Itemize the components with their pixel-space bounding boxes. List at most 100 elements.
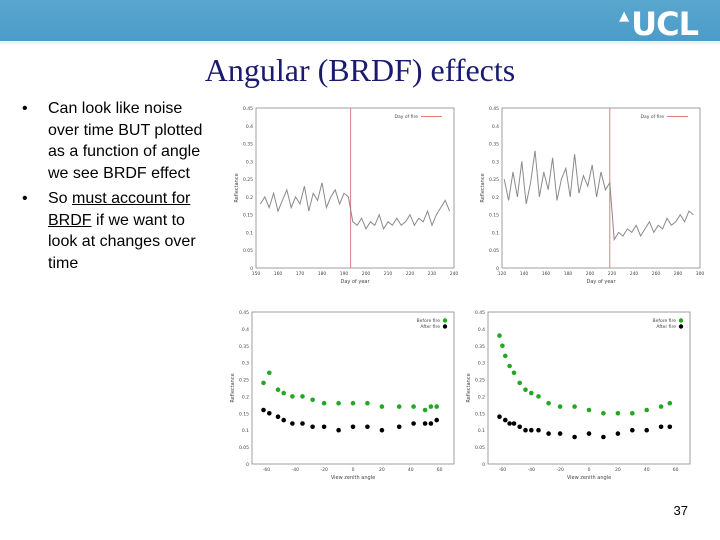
- before-fire-point: [379, 404, 385, 409]
- before-fire-point: [365, 400, 370, 406]
- y-tick-label: 0.3: [478, 361, 485, 367]
- x-tick-label: 220: [406, 271, 415, 277]
- after-fire-point: [336, 427, 341, 433]
- before-fire-point: [411, 404, 416, 409]
- after-fire-point: [536, 427, 541, 433]
- after-fire-point: [523, 427, 528, 433]
- before-fire-point: [644, 407, 649, 413]
- y-tick-label: 0.4: [478, 327, 485, 333]
- y-tick-label: 0.35: [243, 142, 253, 148]
- before-fire-point: [503, 353, 508, 359]
- x-tick-label: 0: [588, 467, 591, 473]
- y-tick-label: 0.35: [475, 344, 485, 350]
- before-fire-point: [350, 400, 356, 406]
- y-tick-label: 0.15: [243, 213, 253, 219]
- chart-svg: 0 0.05 0.1 0.15 0.2 0.25 0.3 0.35 0.4 0.45 120 140 1…: [480, 106, 705, 285]
- after-fire-point: [290, 421, 295, 426]
- header-banner: ▲ UCL: [0, 0, 720, 44]
- bullet-dot-icon: •: [22, 190, 28, 207]
- x-tick-label: -40: [528, 467, 535, 473]
- x-tick-label: 0: [352, 467, 355, 473]
- y-tick-label: 0.2: [242, 394, 249, 400]
- y-tick-label: 0.35: [489, 142, 499, 148]
- plot-frame: [255, 107, 455, 269]
- y-axis-label: Reflectance: [230, 373, 236, 402]
- time-series-chart-2: 0 0.05 0.1 0.15 0.2 0.25 0.3 0.35 0.4 0.45 120 140 1…: [476, 100, 708, 290]
- after-fire-point: [434, 417, 439, 423]
- x-tick-label: -60: [263, 467, 270, 473]
- y-tick-label: 0.45: [475, 310, 485, 316]
- x-tick-label: 240: [450, 271, 459, 277]
- before-fire-point: [572, 404, 577, 409]
- before-fire-point: [658, 404, 664, 409]
- x-tick-label: -20: [320, 467, 327, 473]
- bullet-text-underlined: must account for BRDF: [48, 190, 191, 229]
- before-fire-point: [557, 404, 563, 409]
- legend-marker: [442, 324, 448, 329]
- y-tick-label: 0.45: [243, 106, 253, 112]
- after-fire-point: [281, 417, 286, 423]
- x-tick-label: 120: [498, 271, 507, 277]
- after-fire-point: [507, 421, 512, 426]
- before-fire-point: [500, 343, 505, 349]
- legend-marker: [442, 318, 448, 323]
- before-fire-point: [281, 390, 286, 396]
- bullet-text-post: if we want to look at changes over time: [48, 211, 196, 272]
- y-tick-label: 0.45: [489, 106, 499, 112]
- y-axis-label: Reflectance: [466, 373, 472, 402]
- x-tick-label: 60: [673, 467, 679, 473]
- plot-frame: [251, 311, 455, 465]
- y-tick-label: 0.1: [246, 230, 253, 236]
- y-tick-label: 0.2: [246, 195, 253, 201]
- after-fire-point: [601, 434, 606, 440]
- x-tick-label: 200: [586, 271, 595, 277]
- before-fire-point: [517, 380, 522, 386]
- after-fire-point: [365, 424, 370, 430]
- after-fire-point: [546, 431, 551, 436]
- before-fire-point: [667, 400, 673, 406]
- before-fire-point: [267, 370, 272, 376]
- after-fire-point: [517, 424, 522, 430]
- before-fire-point: [310, 397, 315, 403]
- time-series-chart-1: 0 0.05 0.1 0.15 0.2 0.25 0.3 0.35 0.4 0.45 150 160 1…: [230, 100, 462, 290]
- before-fire-point: [261, 380, 266, 386]
- angle-scatter-chart-1: 0 0.05 0.1 0.15 0.2 0.25 0.3 0.35 0.4 0.45 -60 -40 -…: [226, 304, 462, 486]
- reflectance-series-line: [503, 150, 694, 242]
- y-tick-label: 0.05: [243, 248, 253, 254]
- x-axis-label: Day of year: [586, 279, 616, 285]
- y-tick-label: 0.3: [242, 361, 249, 367]
- after-fire-point: [529, 427, 534, 433]
- x-tick-label: 240: [630, 271, 639, 277]
- y-tick-label: 0.1: [492, 230, 499, 236]
- before-fire-point: [290, 394, 295, 399]
- y-tick-label: 0.05: [489, 248, 499, 254]
- x-tick-label: 200: [362, 271, 371, 277]
- y-tick-label: 0.1: [242, 428, 249, 434]
- y-tick-label: 0.4: [492, 124, 499, 130]
- before-fire-point: [511, 370, 517, 376]
- x-tick-label: -60: [499, 467, 506, 473]
- x-tick-label: 160: [542, 271, 551, 277]
- after-fire-point: [275, 414, 281, 419]
- after-fire-point: [658, 424, 664, 430]
- before-fire-point: [615, 411, 621, 416]
- before-fire-point: [422, 407, 428, 413]
- bullet-item-noise: • Can look like noise over time BUT plot…: [22, 98, 207, 184]
- before-fire-point: [434, 404, 439, 409]
- after-fire-point: [267, 411, 272, 416]
- after-fire-point: [411, 421, 416, 426]
- y-tick-label: 0.4: [246, 124, 253, 130]
- after-fire-point: [379, 427, 385, 433]
- x-tick-label: 60: [437, 467, 443, 473]
- x-tick-label: 160: [274, 271, 283, 277]
- reflectance-series-line: [259, 182, 451, 231]
- x-tick-label: 300: [696, 271, 705, 277]
- x-tick-label: 190: [340, 271, 349, 277]
- page-number: 37: [673, 503, 688, 518]
- y-tick-label: 0.2: [492, 195, 499, 201]
- legend-label: After fire: [656, 324, 676, 330]
- x-tick-label: 140: [520, 271, 529, 277]
- y-tick-label: 0.25: [243, 177, 253, 183]
- y-tick-label: 0.25: [489, 177, 499, 183]
- x-tick-label: 20: [379, 467, 385, 473]
